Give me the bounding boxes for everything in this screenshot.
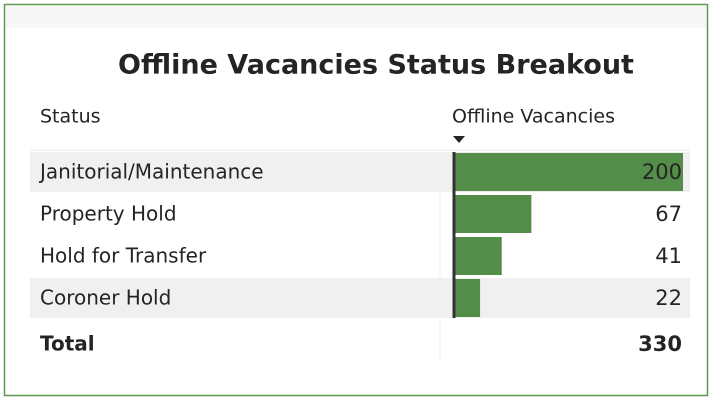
value-cell: 67	[655, 202, 682, 226]
visual-border	[3, 3, 709, 397]
status-cell: Janitorial/Maintenance	[38, 160, 264, 184]
status-cell: Coroner Hold	[40, 286, 171, 310]
data-bar	[455, 279, 481, 317]
total-label: Total	[40, 332, 95, 356]
data-bar	[455, 153, 683, 191]
column-header: Offline Vacancies	[452, 106, 615, 128]
header-strip	[6, 6, 706, 28]
value-cell: 200	[642, 160, 682, 184]
data-bar	[455, 195, 532, 233]
column-header: Status	[40, 106, 101, 128]
status-cell: Property Hold	[40, 202, 177, 226]
sort-arrow	[453, 136, 465, 143]
total-value: 330	[638, 332, 682, 356]
value-cell: 22	[655, 286, 682, 310]
row-background	[30, 278, 690, 318]
value-cell: 41	[655, 244, 682, 268]
title: Offline Vacancies Status Breakout	[118, 50, 634, 81]
status-cell: Hold for Transfer	[40, 244, 207, 268]
data-bar	[455, 237, 502, 275]
